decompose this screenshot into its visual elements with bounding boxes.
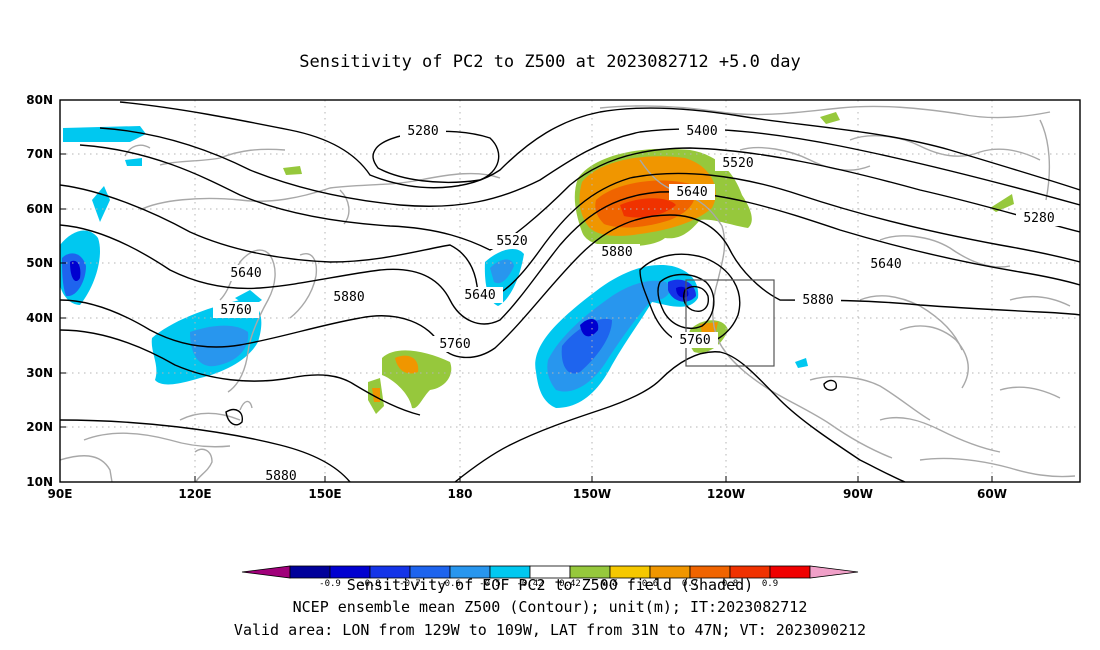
valid-area-box	[685, 279, 775, 367]
contour-label: 5280	[407, 124, 438, 139]
lat-label: 50N	[26, 256, 53, 270]
colorbar: -0.9 -0.8 -0.7 -0.6 -0.5 -0.42 0.42 0.5 0.6 0.7 0.…	[241, 565, 859, 589]
caption-line-2: NCEP ensemble mean Z500 (Contour); unit(…	[293, 598, 808, 616]
colorbar-tick-label: -0.9	[319, 579, 341, 589]
map-title: Sensitivity of PC2 to Z500 at 2023082712…	[299, 52, 801, 72]
lat-label: 40N	[26, 311, 53, 325]
contour-label: 5880	[333, 290, 364, 305]
colorbar-tick-label: -0.8	[359, 579, 381, 589]
lat-label: 20N	[26, 420, 53, 434]
colorbar-right-arrow	[809, 565, 859, 579]
grid-lines	[60, 100, 1080, 482]
contour-label: 5880	[601, 245, 632, 260]
colorbar-tick-label: 0.9	[762, 579, 778, 589]
contour-label: 5640	[230, 266, 261, 281]
colorbar-left-arrow	[241, 565, 291, 579]
colorbar-tick-label: -0.42	[516, 579, 543, 589]
lon-label: 60W	[977, 487, 1007, 501]
lat-label: 60N	[26, 202, 53, 216]
colorbar-tick-label: 0.7	[682, 579, 698, 589]
lat-label: 80N	[26, 93, 53, 107]
caption-line-1: Sensitivity of EOF PC2 to Z500 field (Sh…	[347, 576, 753, 594]
colorbar-tick-label: 0.6	[642, 579, 658, 589]
lon-label: 120W	[707, 487, 745, 501]
lon-label: 120E	[178, 487, 211, 501]
contour-label: 5880	[265, 469, 296, 484]
caption-line-3: Valid area: LON from 129W to 109W, LAT f…	[234, 621, 866, 639]
map-frame	[59, 99, 1081, 483]
colorbar-tick-label: 0.8	[722, 579, 738, 589]
contour-label: 5400	[686, 124, 717, 139]
map-area: 5280 5400 5520 5640 5280 5520 5640 5880 …	[60, 100, 1080, 484]
colorbar-swatch	[769, 565, 811, 579]
contour-label: 5640	[676, 185, 707, 200]
contour-label: 5520	[722, 156, 753, 171]
colorbar-tick-label: -0.5	[479, 579, 501, 589]
lon-label: 150W	[573, 487, 611, 501]
contour-label: 5640	[870, 257, 901, 272]
contour-label: 5280	[1023, 211, 1054, 226]
lon-label: 90E	[48, 487, 73, 501]
contour-label: 5640	[464, 288, 495, 303]
lat-label: 70N	[26, 147, 53, 161]
longitude-labels: 90E 120E 150E 180 150W 120W 90W 60W	[48, 487, 1007, 501]
contour-label: 5880	[802, 293, 833, 308]
colorbar-swatch	[289, 565, 331, 579]
contour-label: 5760	[220, 303, 251, 318]
z500-contours	[60, 101, 1080, 482]
latitude-labels: 80N 70N 60N 50N 40N 30N 20N 10N	[26, 93, 53, 489]
colorbar-tick-label: 0.42	[559, 579, 581, 589]
colorbar-tick-label: 0.5	[602, 579, 618, 589]
contour-labels: 5280 5400 5520 5640 5280 5520 5640 5880 …	[213, 123, 1062, 484]
colorbar-tick-label: -0.7	[399, 579, 421, 589]
contour-label: 5520	[496, 234, 527, 249]
lon-label: 180	[447, 487, 472, 501]
contour-label: 5760	[439, 337, 470, 352]
lat-label: 30N	[26, 366, 53, 380]
lat-label: 10N	[26, 475, 53, 489]
sensitivity-shading	[60, 112, 1014, 414]
lon-label: 150E	[308, 487, 341, 501]
colorbar-tick-label: -0.6	[439, 579, 461, 589]
axis-ticks	[59, 99, 993, 483]
lon-label: 90W	[843, 487, 873, 501]
contour-label: 5760	[679, 333, 710, 348]
